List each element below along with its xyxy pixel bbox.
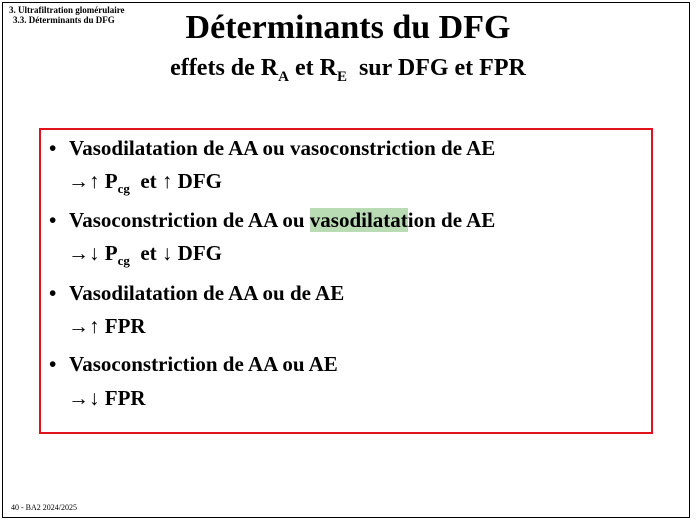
footer-page-label: 40 - BA2 2024/2025 [11,503,77,512]
effect-pre: →↑ P [68,169,118,193]
effect-sub: cg [117,181,130,197]
slide-frame [2,2,690,518]
bullet-mark: • [49,352,57,376]
effect-line-4: →↓ FPR [68,386,146,410]
effect-line-1: →↑ Pcg et ↑ DFG [68,169,222,197]
bullet-mark: • [49,136,57,160]
bullet-item-1: • Vasodilatation de AA ou vasoconstrictio… [49,136,495,161]
effect-sub: cg [117,253,130,269]
item-text-post: ion de AE [407,208,496,232]
subtitle-sub-e: E [336,68,347,85]
item-text: Vasodilatation de AA ou de AE [69,281,345,305]
breadcrumb-subsection: 3.3. Déterminants du DFG [13,15,115,25]
item-text-pre: Vasoconstriction de AA ou [69,208,310,232]
content-box: • Vasodilatation de AA ou vasoconstrictio… [39,128,653,434]
highlighted-text: vasodilatat [309,208,408,232]
effect-pre: →↓ P [68,241,118,265]
effect-line-3: →↑ FPR [68,314,146,338]
effect-line-2: →↓ Pcg et ↓ DFG [68,241,222,269]
subtitle-mid: et R [288,55,337,81]
item-text: Vasoconstriction de AA ou AE [69,352,338,376]
slide-title: Déterminants du DFG [185,9,511,46]
subtitle-sub-a: A [278,68,289,85]
bullet-item-4: • Vasoconstriction de AA ou AE [49,352,338,377]
bullet-mark: • [49,281,57,305]
bullet-mark: • [49,208,57,232]
bullet-item-3: • Vasodilatation de AA ou de AE [49,281,344,306]
breadcrumb-section: 3. Ultrafiltration glomérulaire [9,5,125,15]
effect-post: et ↑ DFG [129,169,223,193]
effect-post: et ↓ DFG [129,241,223,265]
item-text: Vasodilatation de AA ou vasoconstriction… [69,136,496,160]
subtitle-post: sur DFG et FPR [346,55,526,81]
bullet-item-2: • Vasoconstriction de AA ou vasodilatatio… [49,208,495,233]
subtitle-pre: effets de R [170,55,279,81]
slide-subtitle: effets de RA et RE sur DFG et FPR [0,55,696,86]
